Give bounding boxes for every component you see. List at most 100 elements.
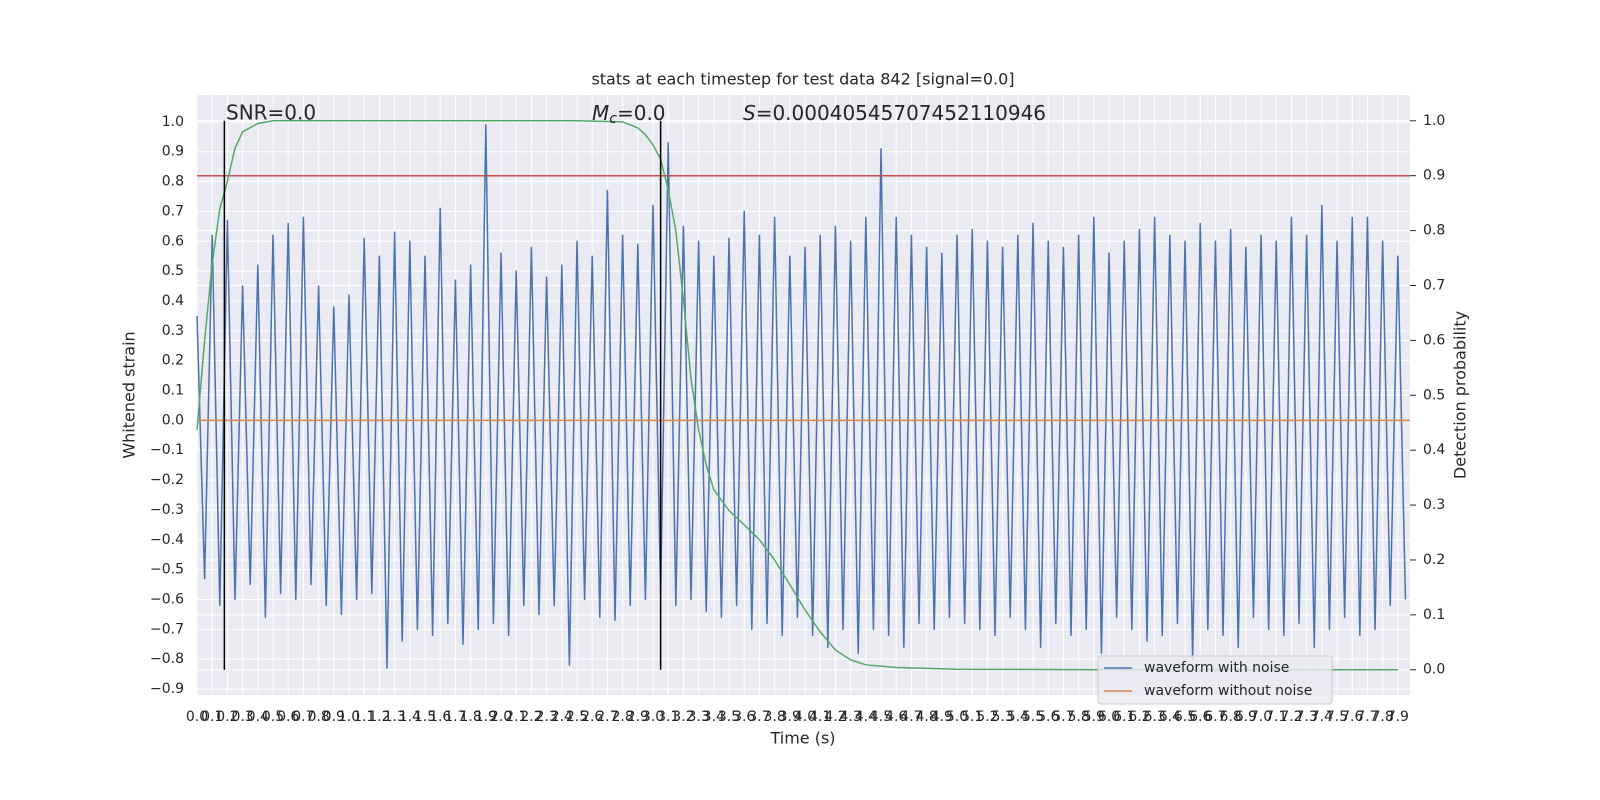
x-tick-label: 3.9 — [779, 709, 801, 725]
x-tick-label: 7.1 — [1265, 709, 1287, 725]
x-tick-label: 3.3 — [687, 709, 709, 725]
y-tick-label: −0.9 — [150, 681, 184, 697]
y-tick-label: −0.6 — [150, 591, 184, 607]
x-tick-label: 4.2 — [824, 709, 846, 725]
y-tick-label: 1.0 — [162, 114, 184, 130]
y-tick-label: −0.3 — [150, 502, 184, 518]
x-tick-label: 1.4 — [399, 709, 421, 725]
y-tick-label: −0.8 — [150, 651, 184, 667]
y2-tick-label: 0.8 — [1423, 223, 1445, 239]
y2-tick-label: 0.0 — [1423, 662, 1445, 678]
x-tick-label: 2.5 — [566, 709, 588, 725]
y-axis-label: Whitened strain — [120, 331, 139, 458]
y-tick-label: −0.1 — [150, 442, 184, 458]
x-tick-label: 1.8 — [459, 709, 481, 725]
x-tick-label: 6.1 — [1113, 709, 1135, 725]
x-tick-label: 3.0 — [642, 709, 664, 725]
x-tick-label: 1.3 — [383, 709, 405, 725]
x-tick-label: 2.2 — [520, 709, 542, 725]
y-tick-label: −0.2 — [150, 472, 184, 488]
y-tick-label: −0.7 — [150, 621, 184, 637]
y-tick-label: 0.8 — [162, 174, 184, 190]
series-line — [196, 124, 1407, 669]
x-tick-label: 0.4 — [247, 709, 269, 725]
y-tick-label: 0.0 — [162, 412, 184, 428]
x-tick-label: 3.6 — [733, 709, 755, 725]
x-tick-label: 6.2 — [1128, 709, 1150, 725]
y-tick-label: 0.3 — [162, 323, 184, 339]
x-tick-label: 1.2 — [368, 709, 390, 725]
x-tick-label: 0.1 — [201, 709, 223, 725]
y-tick-label: 0.4 — [162, 293, 184, 309]
x-tick-label: 2.3 — [535, 709, 557, 725]
x-tick-label: 5.4 — [1007, 709, 1029, 725]
probability-line — [196, 120, 1398, 671]
y2-tick-label: 0.3 — [1423, 497, 1445, 513]
legend: waveform with noise waveform without nois… — [1097, 655, 1333, 705]
x-tick-label: 0.3 — [231, 709, 253, 725]
x-tick-label: 7.7 — [1356, 709, 1378, 725]
x-tick-label: 5.8 — [1067, 709, 1089, 725]
x-tick-label: 2.1 — [505, 709, 527, 725]
x-tick-label: 0.2 — [216, 709, 238, 725]
chart-title: stats at each timestep for test data 842… — [591, 70, 1014, 89]
x-tick-label: 7.6 — [1341, 709, 1363, 725]
x-tick-label: 4.4 — [855, 709, 877, 725]
annotation: Mc=0.0 — [592, 101, 666, 128]
y2-tick-label: 0.4 — [1423, 442, 1445, 458]
x-tick-label: 0.8 — [307, 709, 329, 725]
y2-tick-label: 0.6 — [1423, 332, 1445, 348]
x-tick-label: 2.6 — [581, 709, 603, 725]
x-tick-label: 3.2 — [672, 709, 694, 725]
x-tick-label: 6.0 — [1098, 709, 1120, 725]
x-tick-label: 3.1 — [657, 709, 679, 725]
x-tick-label: 7.0 — [1250, 709, 1272, 725]
y2-tick-label: 0.2 — [1423, 552, 1445, 568]
x-tick-label: 5.1 — [961, 709, 983, 725]
x-tick-label: 4.8 — [915, 709, 937, 725]
y-tick-label: 0.5 — [162, 263, 184, 279]
x-tick-label: 5.7 — [1052, 709, 1074, 725]
x-tick-label: 2.4 — [551, 709, 573, 725]
x-tick-label: 7.3 — [1296, 709, 1318, 725]
x-tick-label: 0.0 — [186, 709, 208, 725]
y2-tick-label: 0.1 — [1423, 607, 1445, 623]
x-tick-label: 7.4 — [1311, 709, 1333, 725]
y-tick-label: 0.7 — [162, 203, 184, 219]
x-tick-label: 6.8 — [1220, 709, 1242, 725]
y2-tick-label: 0.5 — [1423, 387, 1445, 403]
x-tick-label: 6.9 — [1235, 709, 1257, 725]
x-tick-label: 5.6 — [1037, 709, 1059, 725]
x-tick-label: 3.5 — [718, 709, 740, 725]
x-tick-label: 4.0 — [794, 709, 816, 725]
x-tick-label: 3.4 — [703, 709, 725, 725]
x-tick-label: 6.5 — [1174, 709, 1196, 725]
x-tick-label: 0.6 — [277, 709, 299, 725]
x-tick-label: 7.5 — [1326, 709, 1348, 725]
y2-tick-label: 1.0 — [1423, 113, 1445, 129]
annotation: SNR=0.0 — [226, 101, 316, 125]
x-tick-label: 5.2 — [976, 709, 998, 725]
annotation: S=0.00040545707452110946 — [743, 101, 1046, 125]
x-tick-label: 4.6 — [885, 709, 907, 725]
y2-axis-label: Detection probability — [1451, 311, 1470, 479]
y-tick-label: 0.9 — [162, 144, 184, 160]
legend-label: waveform without noise — [1144, 683, 1312, 699]
x-tick-label: 0.7 — [292, 709, 314, 725]
y-tick-label: −0.5 — [150, 562, 184, 578]
x-tick-label: 4.5 — [870, 709, 892, 725]
y-tick-label: −0.4 — [150, 532, 184, 548]
y-tick-label: 0.1 — [162, 383, 184, 399]
x-tick-label: 5.5 — [1022, 709, 1044, 725]
x-tick-label: 7.9 — [1387, 709, 1409, 725]
x-tick-label: 3.7 — [748, 709, 770, 725]
x-tick-label: 1.5 — [414, 709, 436, 725]
y2-tick-label: 0.7 — [1423, 277, 1445, 293]
legend-label: waveform with noise — [1144, 660, 1289, 676]
x-tick-label: 4.3 — [839, 709, 861, 725]
x-tick-label: 6.4 — [1159, 709, 1181, 725]
x-tick-label: 2.7 — [596, 709, 618, 725]
y2-tick-label: 0.9 — [1423, 168, 1445, 184]
y-tick-label: 0.6 — [162, 233, 184, 249]
